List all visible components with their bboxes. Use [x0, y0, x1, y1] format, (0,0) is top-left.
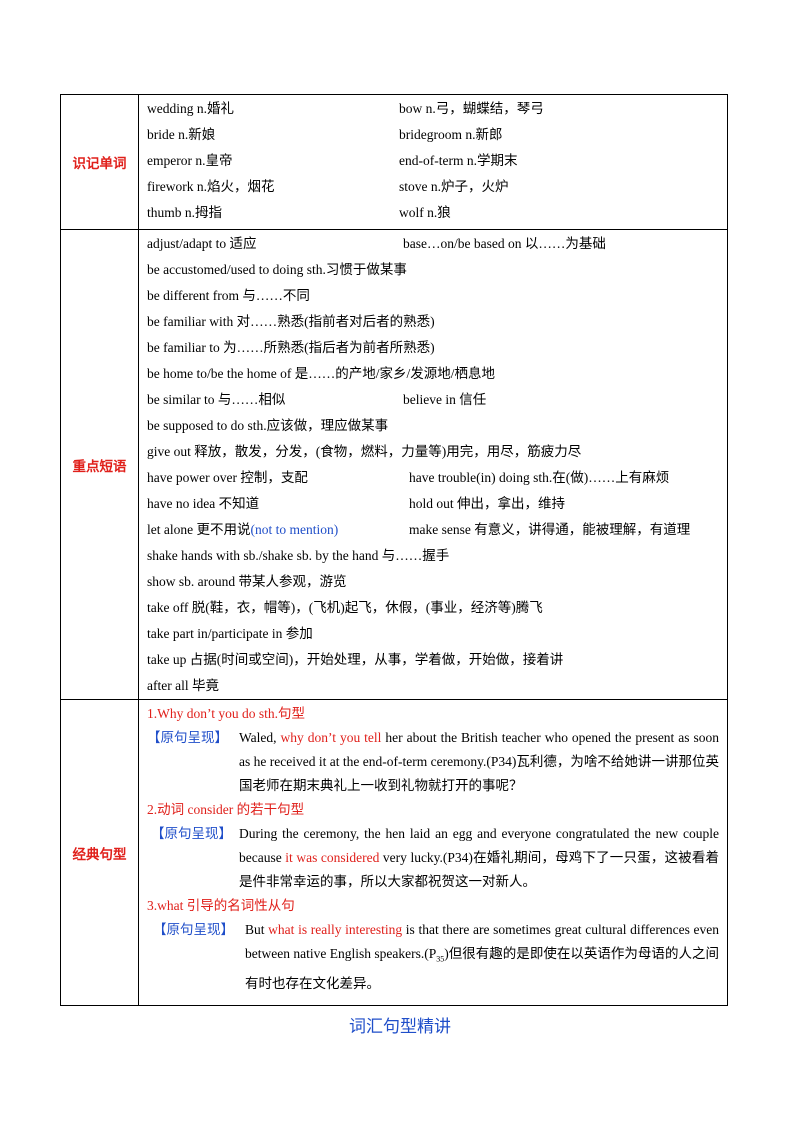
vocab-row: 识记单词 wedding n.婚礼 bow n.弓，蝴蝶结，琴弓 bride n.… — [60, 94, 728, 230]
sentence-pattern-title: 3.what 引导的名词性从句 — [147, 898, 295, 913]
sentences-label: 经典句型 — [60, 699, 139, 1006]
phrase-line: take up 占据(时间或空间)，开始处理，从事，学着做，开始做，接着讲 — [147, 652, 564, 667]
section-caption: 词汇句型精讲 — [349, 1017, 451, 1036]
vocab-term: emperor n.皇帝 — [147, 153, 233, 168]
example-text: But what is really interesting is that t… — [245, 918, 719, 996]
sentence-part: During the ceremony, the hen laid an egg… — [239, 826, 719, 865]
vocab-term: wolf n.狼 — [399, 205, 451, 220]
phrases-content: adjust/adapt to 适应 base…on/be based on 以…… — [138, 229, 728, 700]
sentence-highlight: what is really interesting — [268, 922, 403, 937]
phrase-line: take off 脱(鞋，衣，帽等)，(飞机)起飞，休假，(事业，经济等)腾飞 — [147, 600, 543, 615]
example-sentence: 【原句呈现】 Waled, why don’t you tell her abo… — [147, 726, 719, 798]
vocab-term: bride n.新娘 — [147, 127, 216, 142]
phrase: have no idea 不知道 — [147, 496, 260, 511]
phrase: base…on/be based on 以……为基础 — [403, 236, 606, 251]
vocab-term: end-of-term n.学期末 — [399, 153, 518, 168]
sentence-part: Waled, — [239, 730, 281, 745]
sentence-highlight: it was considered — [285, 850, 380, 865]
sentences-row: 经典句型 1.Why don’t you do sth.句型 【原句呈现】 Wa… — [60, 699, 728, 1006]
phrase: adjust/adapt to 适应 — [147, 236, 257, 251]
example-sentence: 【原句呈现】 But what is really interesting is… — [147, 918, 719, 996]
phrase: hold out 伸出，拿出，维持 — [409, 496, 566, 511]
phrase-line: give out 释放，散发，分发，(食物，燃料，力量等)用完，用尽，筋疲力尽 — [147, 444, 582, 459]
phrase-line: after all 毕竟 — [147, 678, 219, 693]
phrase-line: shake hands with sb./shake sb. by the ha… — [147, 548, 450, 563]
vocab-content: wedding n.婚礼 bow n.弓，蝴蝶结，琴弓 bride n.新娘 bri… — [138, 94, 728, 230]
vocab-term: stove n.炉子，火炉 — [399, 179, 509, 194]
example-tag: 【原句呈现】 — [147, 730, 228, 745]
phrases-row: 重点短语 adjust/adapt to 适应 base…on/be based … — [60, 229, 728, 700]
phrase-line: be supposed to do sth.应该做，理应做某事 — [147, 418, 389, 433]
vocab-term: thumb n.拇指 — [147, 205, 223, 220]
phrase-line: be home to/be the home of 是……的产地/家乡/发源地/… — [147, 366, 495, 381]
vocab-line: emperor n.皇帝 end-of-term n.学期末 — [147, 148, 719, 174]
example-text: Waled, why don’t you tell her about the … — [239, 726, 719, 798]
example-text: During the ceremony, the hen laid an egg… — [239, 822, 719, 894]
sentence-part: is that there are sometimes great cultur… — [245, 922, 719, 961]
vocab-line: firework n.焰火，烟花 stove n.炉子，火炉 — [147, 174, 719, 200]
phrase-line: let alone 更不用说(not to mention) make sense… — [147, 517, 719, 543]
phrase-line: be different from 与……不同 — [147, 288, 310, 303]
example-tag: 【原句呈现】 — [153, 922, 234, 937]
page-subscript: 35 — [436, 954, 445, 964]
phrase: make sense 有意义，讲得通，能被理解，有道理 — [409, 522, 691, 537]
vocab-term: bow n.弓，蝴蝶结，琴弓 — [399, 101, 544, 116]
phrase-line: show sb. around 带某人参观，游览 — [147, 574, 347, 589]
phrase: let alone 更不用说 — [147, 522, 251, 537]
phrase-line: be accustomed/used to doing sth.习惯于做某事 — [147, 262, 407, 277]
phrases-label: 重点短语 — [60, 229, 139, 700]
phrase: have power over 控制，支配 — [147, 470, 308, 485]
sentence-part: her about the British teacher who opened… — [239, 730, 720, 793]
phrase: believe in 信任 — [403, 392, 487, 407]
sentence-pattern-title: 1.Why don’t you do sth.句型 — [147, 706, 305, 721]
vocab-term: wedding n.婚礼 — [147, 101, 234, 116]
phrase: have trouble(in) doing sth.在(做)……上有麻烦 — [409, 470, 670, 485]
phrase-line: be familiar to 为……所熟悉(指后者为前者所熟悉) — [147, 340, 435, 355]
example-sentence: 【原句呈现】 During the ceremony, the hen laid… — [147, 822, 719, 894]
vocab-line: thumb n.拇指 wolf n.狼 — [147, 200, 719, 226]
phrase-line: have no idea 不知道 hold out 伸出，拿出，维持 — [147, 491, 719, 517]
sentence-pattern-title: 2.动词 consider 的若干句型 — [147, 802, 305, 817]
vocab-line: wedding n.婚礼 bow n.弓，蝴蝶结，琴弓 — [147, 96, 719, 122]
sentence-highlight: why don’t you tell — [280, 730, 382, 745]
phrase: be similar to 与……相似 — [147, 392, 286, 407]
sentences-content: 1.Why don’t you do sth.句型 【原句呈现】 Waled, … — [138, 699, 728, 1006]
vocab-line: bride n.新娘 bridegroom n.新郎 — [147, 122, 719, 148]
vocab-term: bridegroom n.新郎 — [399, 127, 503, 142]
phrase-line: be familiar with 对……熟悉(指前者对后者的熟悉) — [147, 314, 435, 329]
phrase-note: (not to mention) — [250, 522, 339, 537]
vocab-term: firework n.焰火，烟花 — [147, 179, 275, 194]
sentence-part: )但很有趣的是即使在以英语作为母语的人之间有时也存在文化差异。 — [245, 946, 719, 991]
vocab-label: 识记单词 — [60, 94, 139, 230]
phrase-line: be similar to 与……相似 believe in 信任 — [147, 387, 719, 413]
sentence-part: very lucky.(P34)在婚礼期间，母鸡下了一只蛋，这被看着是件非常幸运… — [239, 850, 719, 889]
summary-table: 识记单词 wedding n.婚礼 bow n.弓，蝴蝶结，琴弓 bride n.… — [60, 94, 728, 1006]
sentence-part: But — [245, 922, 269, 937]
phrase-line: have power over 控制，支配 have trouble(in) do… — [147, 465, 719, 491]
phrase-line: take part in/participate in 参加 — [147, 626, 313, 641]
example-tag: 【原句呈现】 — [151, 826, 232, 841]
phrase-line: adjust/adapt to 适应 base…on/be based on 以…… — [147, 231, 719, 257]
